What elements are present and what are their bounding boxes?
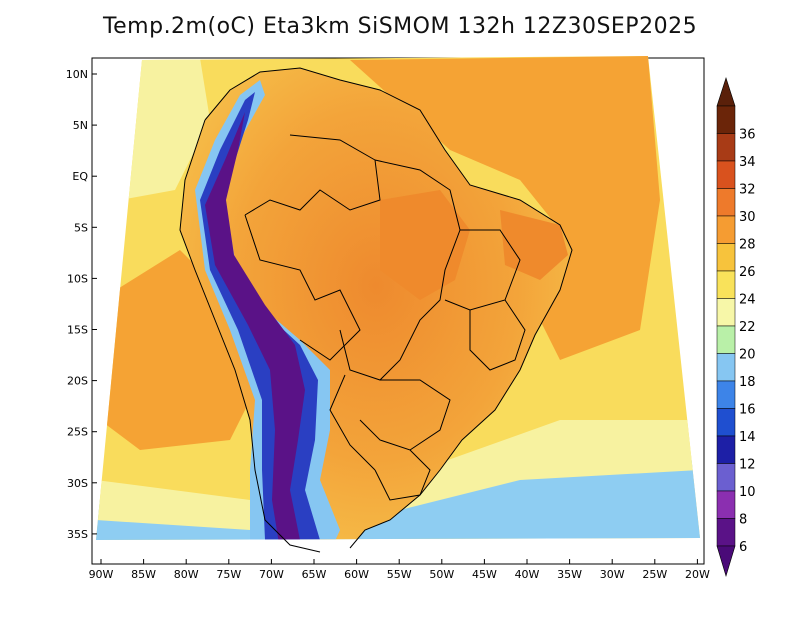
colorbar-label: 16	[739, 403, 756, 418]
longitude-axis: 90W 85W 80W 75W 70W 65W 60W 55W 50W 45W 40W 35W 30W 2…	[89, 559, 710, 581]
colorbar-label: 14	[739, 430, 756, 445]
lon-tick-label: 20W	[685, 568, 710, 581]
atlantic-warm-region	[350, 56, 660, 360]
colorbar-swatch	[716, 353, 736, 382]
lon-tick-label: 65W	[302, 568, 327, 581]
colorbar-label: 6	[739, 540, 747, 555]
lon-tick-label: 40W	[515, 568, 540, 581]
lat-tick-label: 30S	[67, 477, 88, 490]
lon-tick-label: 80W	[174, 568, 199, 581]
colorbar-label: 28	[739, 238, 756, 253]
lon-tick-label: 90W	[89, 568, 114, 581]
colorbar-legend: 6 8 10 12 14 16 18 20 22 24 26 28 30 32 34 36	[716, 77, 756, 578]
colorbar-swatch	[716, 408, 736, 437]
lat-tick-label: 10N	[66, 68, 88, 81]
colorbar-label: 12	[739, 458, 756, 473]
lat-tick-label: 5S	[74, 221, 88, 234]
colorbar-label: 22	[739, 320, 756, 335]
map-title: Temp.2m(oC) Eta3km SiSMOM 132h 12Z30SEP2…	[102, 14, 698, 39]
colorbar-label: 36	[739, 128, 756, 143]
lon-tick-label: 50W	[429, 568, 454, 581]
colorbar-label: 8	[739, 513, 747, 528]
lon-tick-label: 55W	[387, 568, 412, 581]
colorbar-label: 18	[739, 375, 756, 390]
lat-tick-label: 35S	[67, 528, 88, 541]
colorbar-label: 30	[739, 210, 756, 225]
colorbar-label: 20	[739, 348, 756, 363]
lon-tick-label: 45W	[472, 568, 497, 581]
lon-tick-label: 70W	[259, 568, 284, 581]
lat-tick-label: 25S	[67, 426, 88, 439]
colorbar-high-arrow	[716, 77, 736, 107]
colorbar-swatch	[716, 243, 736, 272]
colorbar-swatch	[716, 188, 736, 217]
lon-tick-label: 75W	[216, 568, 241, 581]
lat-tick-label: 5N	[73, 119, 88, 132]
colorbar-swatch	[716, 463, 736, 492]
colorbar-low-arrow	[716, 545, 736, 578]
northeast-hot-patch	[500, 210, 568, 280]
colorbar-label: 24	[739, 293, 756, 308]
colorbar-swatch	[716, 380, 736, 409]
colorbar-swatch	[716, 298, 736, 327]
colorbar-label: 26	[739, 265, 756, 280]
colorbar-label: 10	[739, 485, 756, 500]
latitude-axis: 10N 5N EQ 5S 10S 15S 20S 25S 30S 35S	[66, 68, 97, 541]
political-borders	[179, 67, 573, 553]
andes-high-elevation	[205, 112, 305, 540]
lat-tick-label: EQ	[72, 170, 88, 183]
lon-tick-label: 30W	[600, 568, 625, 581]
lon-tick-label: 35W	[557, 568, 582, 581]
colorbar-swatch	[716, 435, 736, 464]
pacific-cool-region	[120, 58, 210, 200]
colorbar-swatch	[716, 215, 736, 244]
colorbar-swatch	[716, 160, 736, 189]
lon-tick-label: 25W	[642, 568, 667, 581]
temperature-field	[96, 56, 700, 540]
colorbar-swatch	[716, 105, 736, 134]
colorbar-swatch	[716, 518, 736, 547]
colorbar-swatch	[716, 325, 736, 354]
lat-tick-label: 10S	[67, 272, 88, 285]
colorbar-swatch	[716, 133, 736, 162]
amazon-hot-patch	[380, 190, 470, 300]
lon-tick-label: 60W	[344, 568, 369, 581]
colorbar-label: 34	[739, 155, 756, 170]
lat-tick-label: 15S	[67, 324, 88, 337]
lat-tick-label: 20S	[67, 375, 88, 388]
lon-tick-label: 85W	[131, 568, 156, 581]
colorbar-swatch	[716, 490, 736, 519]
colorbar-swatch	[716, 270, 736, 299]
colorbar-label: 32	[739, 183, 756, 198]
